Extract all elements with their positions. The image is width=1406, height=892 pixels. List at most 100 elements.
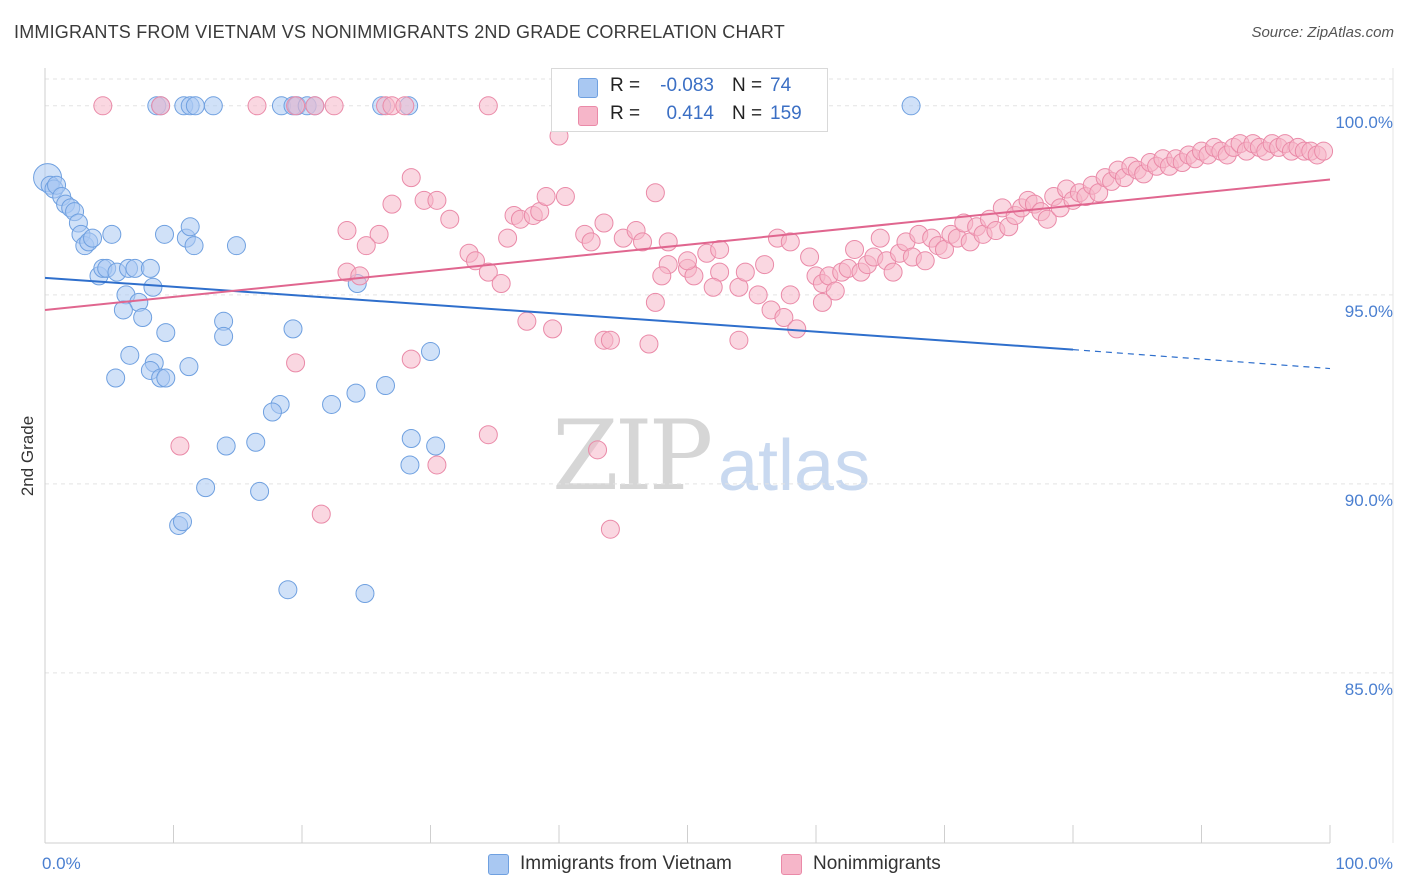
point-nonimmigrant: [286, 96, 306, 116]
point-nonimmigrant: [401, 168, 421, 188]
legend-row-nonimmigrants: R = 0.414 N = 159: [552, 100, 827, 128]
watermark-atlas: atlas: [718, 426, 871, 506]
point-nonimmigrant: [517, 311, 537, 331]
legend-swatch-vietnam: [578, 78, 598, 98]
point-vietnam: [113, 300, 133, 320]
y-tick-label: 90.0%: [1345, 491, 1393, 510]
point-nonimmigrant: [883, 262, 903, 282]
legend-r-value: -0.083: [660, 75, 714, 96]
point-nonimmigrant: [440, 209, 460, 229]
y-tick-label: 100.0%: [1335, 113, 1393, 132]
point-vietnam: [346, 383, 366, 403]
point-nonimmigrant: [382, 194, 402, 214]
point-nonimmigrant: [780, 285, 800, 305]
point-nonimmigrant: [678, 251, 697, 271]
point-nonimmigrant: [748, 285, 768, 305]
point-nonimmigrant: [780, 232, 800, 252]
point-nonimmigrant: [594, 213, 614, 233]
y-axis-label: 2nd Grade: [18, 416, 37, 496]
point-vietnam: [184, 236, 204, 256]
point-vietnam: [421, 342, 440, 362]
point-nonimmigrant: [170, 436, 190, 456]
legend-n-value: 74: [770, 75, 792, 96]
point-nonimmigrant: [710, 239, 730, 259]
legend-r-label: R =: [610, 75, 641, 96]
point-vietnam: [322, 394, 342, 414]
chart-title: IMMIGRANTS FROM VIETNAM VS NONIMMIGRANTS…: [14, 22, 785, 42]
point-nonimmigrant: [491, 273, 511, 293]
legend-n-label: N =: [732, 103, 763, 124]
legend-r-label: R =: [610, 103, 641, 124]
point-nonimmigrant: [478, 96, 498, 116]
point-vietnam: [278, 580, 298, 600]
point-nonimmigrant: [555, 187, 575, 207]
point-nonimmigrant: [350, 266, 370, 286]
point-nonimmigrant: [536, 187, 556, 207]
legend-n-value: 159: [770, 103, 802, 124]
x-tick-label: 0.0%: [42, 854, 81, 873]
bottom-legend-label: Nonimmigrants: [813, 853, 941, 874]
legend-swatch-nonimmigrants: [578, 106, 598, 126]
point-vietnam: [262, 402, 282, 422]
point-nonimmigrant: [645, 183, 665, 203]
point-nonimmigrant: [427, 190, 447, 210]
point-vietnam: [376, 376, 396, 396]
bottom-legend-swatch-vietnam: [488, 854, 509, 875]
point-nonimmigrant: [633, 232, 653, 252]
point-vietnam: [185, 96, 205, 116]
point-vietnam: [196, 478, 216, 498]
point-vietnam: [180, 217, 200, 237]
y-tick-label: 95.0%: [1345, 302, 1393, 321]
point-nonimmigrant: [356, 236, 376, 256]
point-nonimmigrant: [774, 308, 794, 328]
point-nonimmigrant: [639, 334, 659, 354]
point-nonimmigrant: [600, 330, 620, 350]
point-vietnam: [426, 436, 446, 456]
legend-n-label: N =: [732, 75, 763, 96]
point-nonimmigrant: [800, 247, 820, 267]
point-vietnam: [102, 224, 122, 244]
point-vietnam: [355, 583, 375, 603]
point-nonimmigrant: [652, 266, 672, 286]
bottom-legend-swatch-nonimmigrants: [781, 854, 802, 875]
y-tick-label: 85.0%: [1345, 680, 1393, 699]
watermark-zip: ZIP: [552, 400, 713, 512]
point-nonimmigrant: [581, 232, 601, 252]
point-nonimmigrant: [93, 96, 113, 116]
point-nonimmigrant: [812, 292, 832, 312]
legend-row-vietnam: R = -0.083 N = 74: [552, 72, 827, 100]
point-nonimmigrant: [543, 319, 563, 339]
point-nonimmigrant: [645, 292, 665, 312]
point-vietnam: [226, 236, 246, 256]
trendline-vietnam: [44, 276, 1074, 351]
point-nonimmigrant: [1037, 209, 1057, 229]
point-vietnam: [172, 512, 192, 532]
point-vietnam: [156, 368, 176, 388]
point-nonimmigrant: [600, 519, 620, 539]
point-nonimmigrant: [305, 96, 325, 116]
point-nonimmigrant: [729, 330, 749, 350]
point-nonimmigrant: [588, 440, 608, 460]
point-nonimmigrant: [1314, 141, 1334, 161]
point-vietnam: [106, 368, 126, 388]
point-nonimmigrant: [395, 96, 415, 116]
trendline-vietnam-extension: [1072, 349, 1331, 370]
point-nonimmigrant: [151, 96, 171, 116]
point-nonimmigrant: [369, 224, 389, 244]
point-nonimmigrant: [915, 251, 935, 271]
point-vietnam: [143, 277, 163, 297]
point-nonimmigrant: [787, 319, 807, 339]
point-vietnam: [156, 323, 176, 343]
legend-r-value: 0.414: [666, 103, 714, 124]
point-vietnam: [203, 96, 223, 116]
point-nonimmigrant: [401, 349, 421, 369]
point-vietnam: [250, 481, 270, 501]
point-nonimmigrant: [247, 96, 267, 116]
point-vietnam: [401, 428, 421, 448]
point-vietnam: [83, 228, 103, 248]
point-nonimmigrant: [703, 277, 723, 297]
point-nonimmigrant: [324, 96, 344, 116]
point-nonimmigrant: [845, 239, 865, 259]
stats-legend: R = -0.083 N = 74 R = 0.414 N = 159: [551, 68, 828, 132]
